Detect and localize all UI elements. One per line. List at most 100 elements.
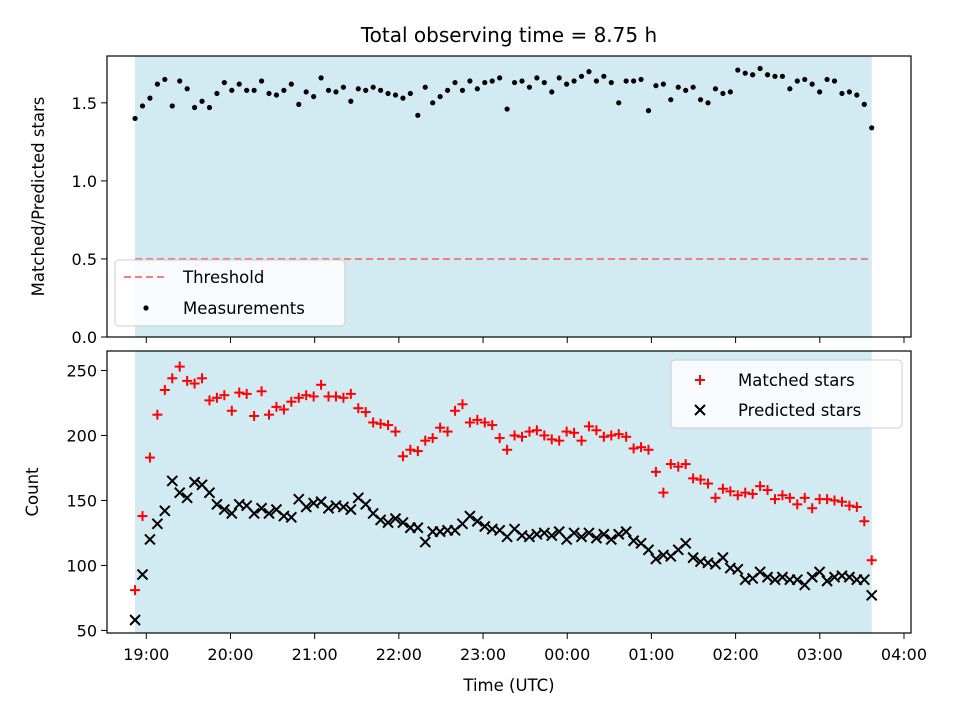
marker-stroke <box>226 507 238 520</box>
marker-stroke <box>598 528 610 540</box>
marker-stroke <box>769 574 781 586</box>
measurement-point <box>854 92 860 98</box>
marker-stroke <box>821 575 833 587</box>
measurement-point <box>385 90 391 97</box>
marker-stroke <box>434 525 446 538</box>
predicted-star-point <box>575 531 588 543</box>
matched-star-point <box>576 435 587 446</box>
measurement-point <box>467 78 473 84</box>
legend-predicted-swatch <box>694 404 706 416</box>
matched-star-point <box>494 433 505 444</box>
marker-stroke <box>129 614 141 626</box>
marker-stroke <box>479 520 491 533</box>
measurement-point <box>147 95 153 101</box>
matched-star-point <box>516 431 527 442</box>
marker-stroke <box>300 501 312 513</box>
measurement-point <box>534 75 540 81</box>
marker-stroke <box>546 529 558 542</box>
matched-star-point <box>368 417 379 428</box>
marker-stroke <box>531 528 543 540</box>
measurement-point <box>437 93 443 100</box>
matched-star-point <box>308 391 319 402</box>
predicted-star-point <box>866 589 878 602</box>
measurement-point <box>712 86 719 92</box>
measurement-point <box>675 84 681 90</box>
marker-stroke <box>620 525 632 538</box>
measurement-point <box>221 79 227 86</box>
measurement-point <box>392 92 399 98</box>
measurement-point <box>400 95 406 101</box>
matched-star-point <box>383 420 394 431</box>
matched-star-point <box>613 429 624 440</box>
matched-star-point <box>822 494 833 505</box>
marker-stroke <box>754 566 766 578</box>
legend-predicted-label: Predicted stars <box>738 401 861 420</box>
y-tick-label: 1.0 <box>72 172 97 191</box>
y-tick-label: 1.5 <box>72 94 97 113</box>
predicted-star-point <box>248 507 260 520</box>
matched-star-point <box>636 442 647 453</box>
matched-star-point <box>799 492 810 503</box>
predicted-star-point <box>397 516 409 529</box>
measurement-point <box>526 84 533 90</box>
matched-star-point <box>152 409 163 420</box>
measurement-point <box>154 81 160 87</box>
matched-star-point <box>509 430 520 441</box>
marker-stroke <box>739 574 751 586</box>
matched-star-point <box>784 492 795 503</box>
measurement-point <box>794 78 800 84</box>
matched-star-point <box>777 490 788 501</box>
measurement-point <box>549 89 555 95</box>
matched-star-point <box>569 427 580 438</box>
measurement-point <box>348 98 354 104</box>
x-tick-label: 19:00 <box>123 645 169 664</box>
measurement-point <box>593 78 599 84</box>
count-legend: Matched stars Predicted stars <box>670 359 903 429</box>
marker-stroke <box>732 563 744 576</box>
legend-x-marker <box>694 404 706 416</box>
marker-stroke <box>248 507 260 520</box>
matched-star-point <box>256 386 267 397</box>
matched-star-point <box>435 422 446 433</box>
matched-star-point <box>747 488 758 499</box>
legend-matched-label: Matched stars <box>738 371 855 390</box>
matched-star-point <box>606 430 617 441</box>
matched-star-point <box>539 430 550 441</box>
measurement-point <box>184 86 190 92</box>
matched-star-point <box>866 555 877 566</box>
x-tick-label: 22:00 <box>376 645 422 664</box>
matched-star-point <box>241 388 252 399</box>
measurement-point <box>824 76 830 83</box>
marker-stroke <box>211 498 223 511</box>
measurement-point <box>720 90 726 97</box>
matched-star-point <box>688 473 699 484</box>
predicted-star-point <box>136 568 149 581</box>
measurement-point <box>482 79 488 86</box>
predicted-star-point <box>791 574 804 586</box>
predicted-star-point <box>389 512 402 525</box>
matched-star-point <box>271 401 282 412</box>
measurement-point <box>430 100 436 106</box>
measurement-points <box>132 65 875 131</box>
predicted-star-point <box>598 528 610 540</box>
measurement-point <box>296 101 302 107</box>
marker-stroke <box>397 516 409 529</box>
marker-stroke <box>553 525 565 538</box>
matched-star-point <box>717 483 728 494</box>
measurement-point <box>244 87 250 93</box>
marker-stroke <box>642 544 655 556</box>
measurement-point <box>846 89 852 95</box>
marker-stroke <box>263 507 275 520</box>
marker-stroke <box>761 571 774 583</box>
measurement-point <box>601 73 607 79</box>
matched-star-point <box>338 392 349 403</box>
measurement-point <box>251 87 257 93</box>
measurement-point <box>571 78 577 84</box>
measurement-point <box>697 97 704 103</box>
predicted-star-point <box>523 531 536 543</box>
predicted-star-point <box>479 520 491 533</box>
measurement-point <box>660 81 666 87</box>
matched-star-point <box>204 395 215 406</box>
measurement-point <box>444 87 451 93</box>
matched-star-point <box>130 585 141 596</box>
